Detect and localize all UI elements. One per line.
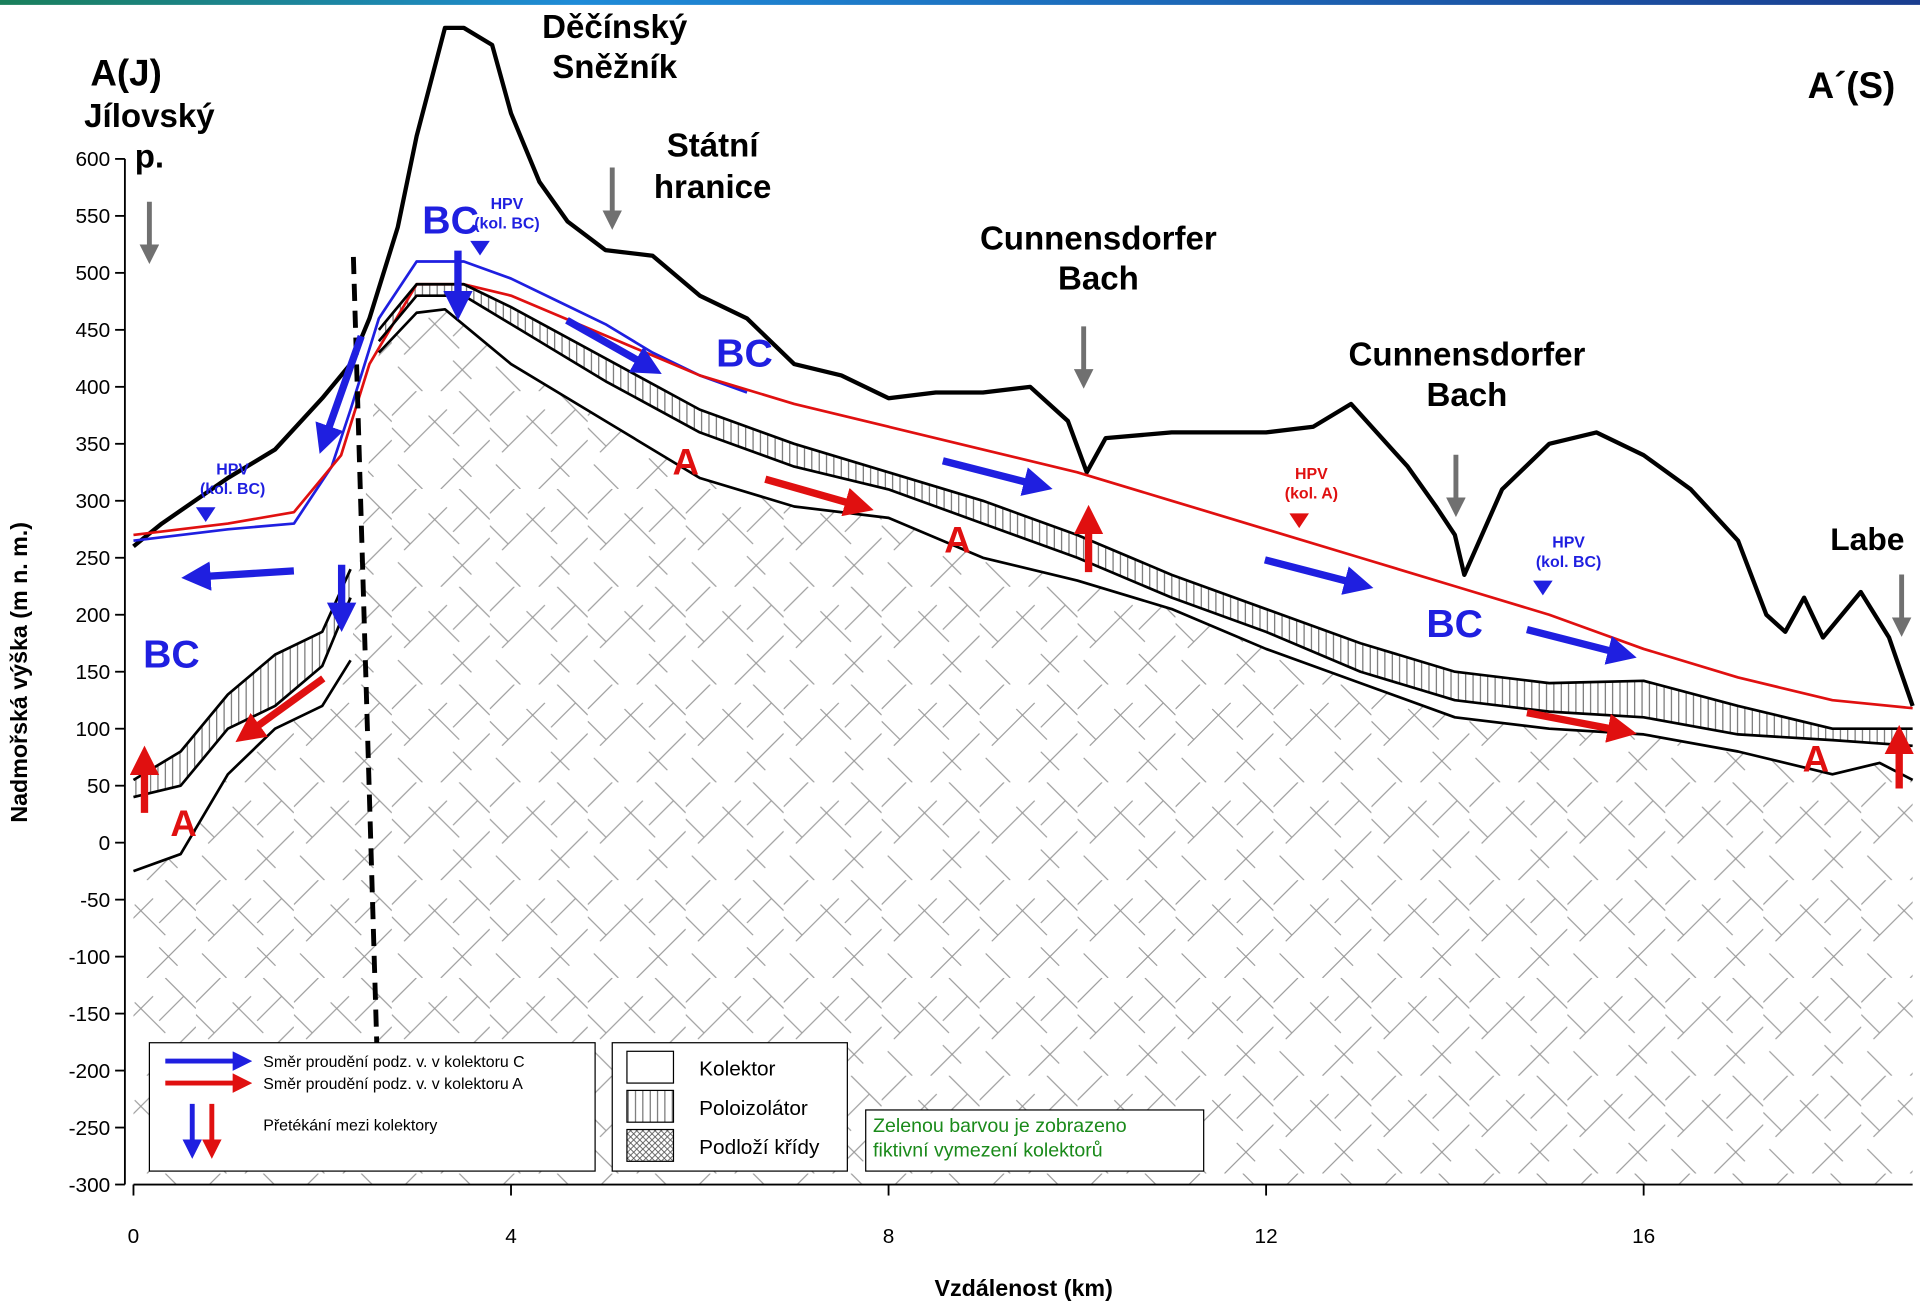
y-tick-label: 50 <box>87 775 110 798</box>
annotation: Státní <box>667 126 761 163</box>
legend-label: Přetékání mezi kolektory <box>263 1118 437 1135</box>
water-level-marker <box>470 241 490 256</box>
flow-arrow <box>943 461 1039 485</box>
y-tick-label: 100 <box>75 718 110 741</box>
flow-arrow <box>1527 630 1623 654</box>
legend-label: Poloizolátor <box>699 1097 808 1120</box>
note-text: Zelenou barvou je zobrazeno <box>873 1115 1127 1137</box>
annotation: A <box>672 441 699 482</box>
x-axis-label: Vzdálenost (km) <box>935 1275 1113 1301</box>
note-text: fiktivní vymezení kolektorů <box>873 1139 1103 1161</box>
legend-label: Kolektor <box>699 1058 775 1081</box>
water-level-marker <box>1289 513 1309 528</box>
annotation: (kol. BC) <box>1536 554 1601 571</box>
page: {"chart_data":{"type":"line", "xlabel":"… <box>0 0 1920 1308</box>
legend-swatch <box>627 1090 674 1122</box>
legend-label: Směr proudění podz. v. v kolektoru A <box>263 1076 523 1093</box>
flow-arrow <box>196 571 294 577</box>
annotation: Cunnensdorfer <box>980 219 1217 256</box>
y-tick-label: -50 <box>80 889 110 912</box>
annotation: HPV <box>216 461 249 478</box>
annotation: p. <box>135 137 164 174</box>
water-level-marker <box>1533 581 1553 596</box>
annotation: BC <box>143 633 200 676</box>
x-tick-label: 16 <box>1632 1225 1655 1248</box>
annotation: (kol. BC) <box>200 481 265 498</box>
x-tick-label: 12 <box>1255 1225 1278 1248</box>
annotation: Labe <box>1830 521 1904 557</box>
y-tick-label: 500 <box>75 262 110 285</box>
annotation: Cunnensdorfer <box>1349 336 1586 373</box>
y-tick-label: -200 <box>69 1060 111 1083</box>
annotation: BC <box>422 200 479 243</box>
y-tick-label: -150 <box>69 1003 111 1026</box>
y-tick-label: 0 <box>99 832 111 855</box>
y-tick-label: 300 <box>75 490 110 513</box>
y-tick-label: 600 <box>75 148 110 171</box>
annotation: Jílovský <box>84 97 215 134</box>
y-tick-label: 250 <box>75 547 110 570</box>
x-tick-label: 4 <box>505 1225 517 1248</box>
y-tick-label: 450 <box>75 319 110 342</box>
annotation: hranice <box>654 168 772 205</box>
y-tick-label: -100 <box>69 946 111 969</box>
flow-arrow <box>1265 560 1359 584</box>
annotation: Sněžník <box>552 48 678 85</box>
annotation: HPV <box>1552 535 1585 552</box>
annotation: A <box>1803 738 1830 779</box>
legend-label: Podloží křídy <box>699 1136 820 1159</box>
annotation: BC <box>1426 603 1483 646</box>
annotation: A(J) <box>90 53 161 94</box>
annotation: (kol. A) <box>1285 486 1338 503</box>
water-level-marker <box>196 507 216 522</box>
legend-swatch <box>627 1051 674 1083</box>
x-tick-label: 8 <box>883 1225 895 1248</box>
annotation: BC <box>716 333 773 376</box>
annotation: Děčínský <box>542 8 688 45</box>
annotation: Bach <box>1058 260 1139 297</box>
y-tick-label: -300 <box>69 1174 111 1197</box>
y-tick-label: -250 <box>69 1117 111 1140</box>
legend-label: Směr proudění podz. v. v kolektoru C <box>263 1054 524 1071</box>
annotation: A <box>170 803 197 844</box>
y-tick-label: 200 <box>75 604 110 627</box>
y-axis-label: Nadmořská výška (m n. m.) <box>6 522 32 823</box>
annotation: Bach <box>1427 376 1508 413</box>
annotation: HPV <box>1295 466 1328 483</box>
annotation: A´(S) <box>1808 65 1896 106</box>
y-tick-label: 350 <box>75 433 110 456</box>
x-tick-label: 0 <box>128 1225 140 1248</box>
y-tick-label: 550 <box>75 205 110 228</box>
legend-swatch <box>627 1130 674 1162</box>
annotation: HPV <box>491 196 524 213</box>
y-tick-label: 400 <box>75 376 110 399</box>
top-bar <box>0 0 1920 5</box>
annotation: (kol. BC) <box>474 216 539 233</box>
annotation: A <box>944 520 971 561</box>
y-tick-label: 150 <box>75 661 110 684</box>
chart: -300 -250 -200 -150 -100 -50 0 50 100 150 200 250 30… <box>0 0 1920 1308</box>
